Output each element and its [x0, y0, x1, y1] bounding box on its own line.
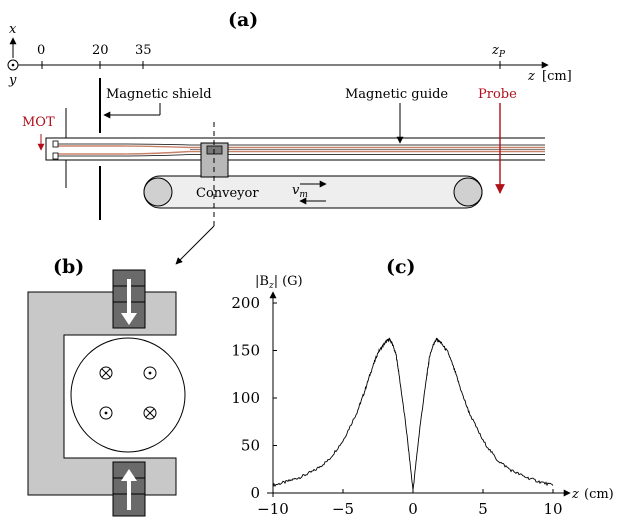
z-axis-label: z [527, 69, 535, 84]
mot-chamber: MOT [22, 108, 200, 188]
y-tick-label: 0 [250, 484, 260, 502]
y-tick-label: 200 [231, 294, 260, 312]
conveyor-belt: Conveyor vm [143, 175, 483, 209]
tick-20: 20 [92, 43, 109, 58]
cross-section-diagram [27, 269, 186, 517]
mot-label: MOT [22, 115, 55, 130]
x-tick-label: 10 [543, 500, 562, 518]
panel-label-c: (c) [386, 256, 416, 278]
probe: Probe [478, 87, 517, 194]
magnetic-shield-label: Magnetic shield [106, 87, 212, 102]
magnetic-guide: Magnetic guide [52, 87, 545, 161]
y-tick-label: 100 [231, 389, 260, 407]
zp-label: zP [491, 43, 506, 60]
current-into-page-icon [99, 366, 113, 380]
panel-label-b: (b) [53, 256, 84, 278]
current-into-page-icon [143, 406, 157, 420]
up-arrow-icon [121, 469, 137, 481]
chart-xlabel-unit: (cm) [584, 487, 614, 502]
y-axis-label: y [8, 73, 17, 88]
tick-0: 0 [37, 43, 45, 58]
guide-cross-section [70, 337, 186, 453]
chart-xlabel: z [571, 487, 579, 502]
x-tick-label: −5 [332, 500, 354, 518]
tick-35: 35 [135, 43, 152, 58]
magnetic-shield: Magnetic shield [99, 78, 212, 220]
z-axis: 0 20 35 zP z [cm] [18, 43, 572, 84]
current-out-of-page-icon [143, 366, 157, 380]
z-axis-unit: [cm] [542, 69, 572, 84]
c-yoke [27, 291, 177, 496]
x-tick-label: 5 [478, 500, 488, 518]
x-tick-label: −10 [257, 500, 289, 518]
panel-label-a: (a) [228, 9, 258, 31]
x-axis-label: x [9, 22, 17, 37]
chart-ylabel: |Bz| (G) [255, 274, 303, 291]
x-axis-indicator: x y [7, 22, 19, 88]
series-line [272, 337, 554, 491]
conveyor-label: Conveyor [196, 186, 259, 201]
down-arrow-icon [121, 313, 137, 325]
current-out-of-page-icon [99, 406, 113, 420]
magnetic-guide-label: Magnetic guide [345, 87, 448, 102]
y-tick-label: 50 [241, 437, 260, 455]
vm-label: vm [292, 183, 308, 200]
carriage-block [175, 122, 229, 265]
x-tick-label: 0 [408, 500, 418, 518]
probe-label: Probe [478, 87, 517, 102]
y-tick-label: 150 [231, 342, 260, 360]
